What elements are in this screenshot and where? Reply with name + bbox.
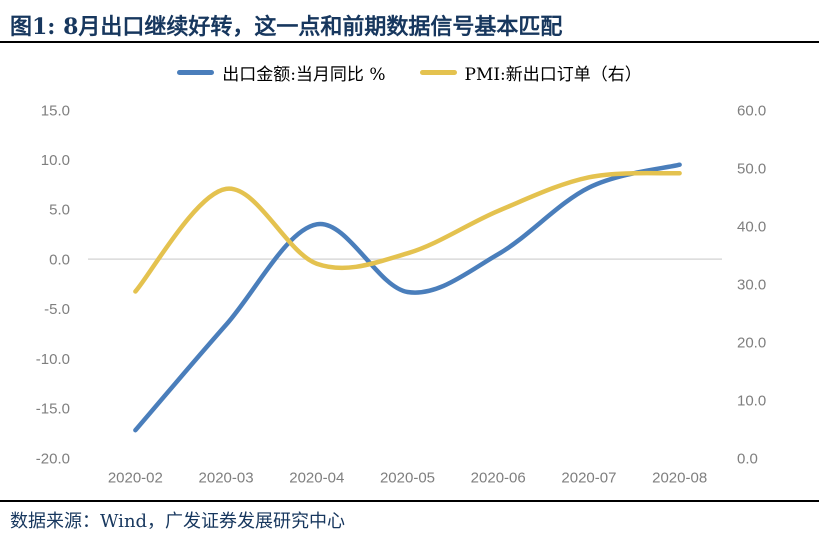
left-axis-tick: -10.0: [36, 351, 70, 368]
x-axis-label: 2020-07: [561, 469, 616, 486]
x-axis-label: 2020-02: [108, 469, 163, 486]
right-axis-tick: 30.0: [737, 276, 766, 293]
chart-canvas: 15.0 10.0 5.0 0.0 -5.0 -10.0 -15.0 -20.0 60.0 50.…: [36, 102, 766, 486]
x-axis-label: 2020-06: [471, 469, 526, 486]
right-axis-tick: 40.0: [737, 218, 766, 235]
left-axis-tick: 0.0: [49, 251, 70, 268]
legend-label-exports: 出口金额:当月同比 %: [222, 64, 386, 85]
x-axis-label: 2020-05: [380, 469, 435, 486]
left-axis-tick: 15.0: [41, 102, 70, 119]
left-axis-tick: 5.0: [49, 202, 70, 219]
exports-series-line: [133, 162, 682, 433]
left-axis-tick: -15.0: [36, 401, 70, 418]
legend-label-pmi: PMI:新出口订单（右）: [464, 64, 642, 85]
legend-item-pmi: PMI:新出口订单（右）: [419, 60, 642, 85]
exports-line-swatch: [177, 69, 215, 75]
pmi-line-swatch: [419, 69, 457, 75]
data-source: 数据来源：Wind，广发证券发展研究中心: [10, 511, 346, 532]
x-axis-label: 2020-03: [199, 469, 254, 486]
left-axis-tick: -20.0: [36, 450, 70, 467]
figure-title: 图1: 8月出口继续好转，这一点和前期数据信号基本匹配: [10, 14, 563, 40]
left-axis-tick: -5.0: [44, 301, 70, 318]
legend-item-exports: 出口金额:当月同比 %: [177, 60, 386, 85]
footer-divider: [0, 500, 819, 502]
right-axis-tick: 60.0: [737, 102, 766, 119]
right-axis-tick: 50.0: [737, 160, 766, 177]
title-divider: [0, 41, 819, 43]
x-axis-label: 2020-08: [652, 469, 707, 486]
right-axis-tick: 10.0: [737, 392, 766, 409]
chart-legend: 出口金额:当月同比 % PMI:新出口订单（右）: [0, 58, 819, 86]
right-axis-tick: 0.0: [737, 450, 758, 467]
x-axis-label: 2020-04: [289, 469, 344, 486]
dual-axis-line-chart: 15.0 10.0 5.0 0.0 -5.0 -10.0 -15.0 -20.0 60.0 50.…: [0, 95, 819, 500]
pmi-series-line: [133, 170, 682, 294]
left-axis-tick: 10.0: [41, 152, 70, 169]
right-axis-tick: 20.0: [737, 334, 766, 351]
